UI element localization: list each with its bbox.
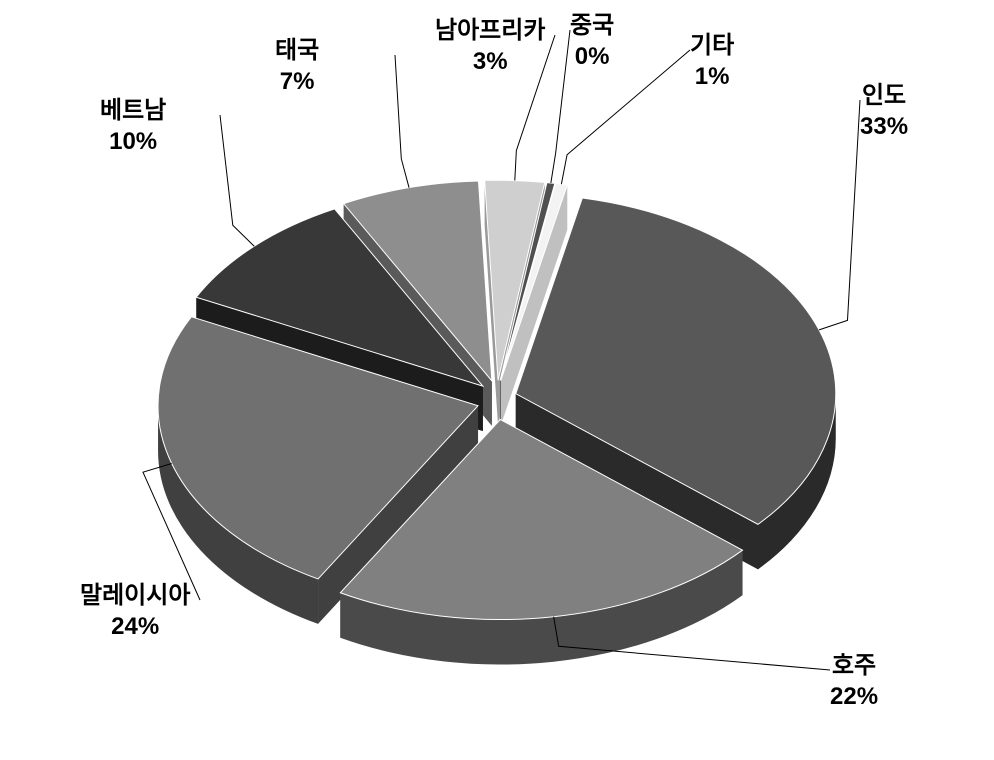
pie-chart: 인도33% 호주22% 말레이시아24% 베트남10% 태국7% 남아프리카3% 중국0% 기…	[0, 0, 994, 760]
slice-label-name: 호주	[830, 650, 878, 681]
slice-label-name: 인도	[860, 80, 908, 111]
slice-label-pct: 3%	[435, 46, 545, 77]
slice-label-name: 중국	[570, 10, 614, 41]
slice-label-pct: 33%	[860, 111, 908, 142]
slice-label-0: 인도33%	[860, 80, 908, 142]
slice-label-pct: 22%	[830, 681, 878, 712]
slice-label-pct: 7%	[275, 66, 319, 97]
slice-label-7: 기타1%	[690, 30, 734, 92]
slice-label-name: 태국	[275, 35, 319, 66]
slice-label-name: 기타	[690, 30, 734, 61]
slice-label-pct: 0%	[570, 41, 614, 72]
slice-label-name: 말레이시아	[80, 580, 190, 611]
slice-label-name: 남아프리카	[435, 15, 545, 46]
slice-label-2: 말레이시아24%	[80, 580, 190, 642]
slice-label-pct: 1%	[690, 61, 734, 92]
slice-label-pct: 24%	[80, 611, 190, 642]
slice-label-name: 베트남	[100, 95, 166, 126]
slice-label-4: 태국7%	[275, 35, 319, 97]
slice-label-pct: 10%	[100, 126, 166, 157]
slice-label-1: 호주22%	[830, 650, 878, 712]
slice-label-6: 중국0%	[570, 10, 614, 72]
slice-label-5: 남아프리카3%	[435, 15, 545, 77]
slice-label-3: 베트남10%	[100, 95, 166, 157]
